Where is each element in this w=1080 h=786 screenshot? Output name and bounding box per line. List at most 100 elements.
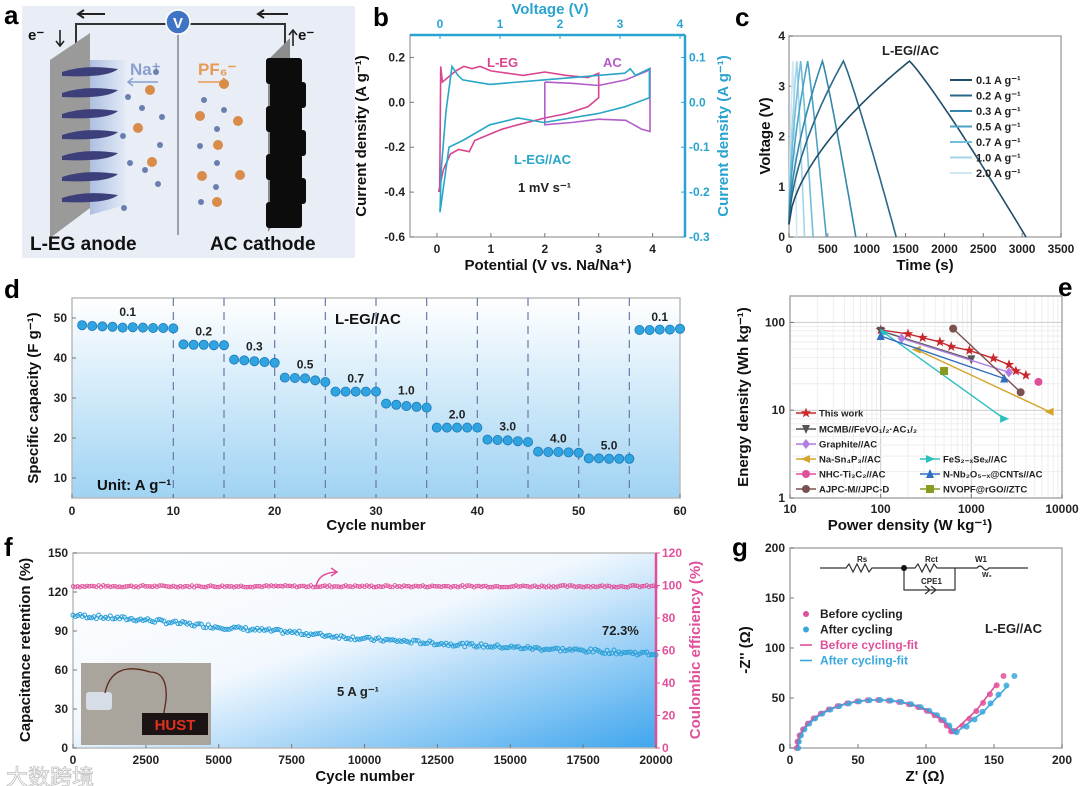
x-axis-title: Z' (Ω) <box>906 768 945 785</box>
retention-point <box>571 646 577 652</box>
legend-label: After cycling-fit <box>820 654 908 668</box>
retention-point <box>135 617 141 623</box>
data-point <box>573 447 584 458</box>
ce-point <box>250 584 255 590</box>
y-axis-title: -Z'' (Ω) <box>737 626 754 673</box>
ce-point <box>614 585 619 590</box>
sodium-ion-dot <box>213 184 219 190</box>
legend-label: Before cycling <box>820 607 903 621</box>
ce-point <box>611 584 617 589</box>
ce-point <box>110 584 115 589</box>
ce-point <box>609 585 614 590</box>
ce-point <box>429 583 435 588</box>
y-axis-title: Voltage (V) <box>757 97 774 174</box>
eis-point <box>1003 682 1010 689</box>
retention-point <box>550 646 556 652</box>
retention-point <box>308 631 314 637</box>
retention-point <box>382 637 388 643</box>
ce-point <box>317 584 323 589</box>
series-line <box>901 337 1010 373</box>
ce-point <box>630 583 635 588</box>
sodium-ion-dot <box>142 167 148 173</box>
right-tick-label: 0.0 <box>689 95 706 109</box>
data-point <box>654 324 665 335</box>
ce-point <box>418 584 423 589</box>
activated-carbon-block <box>266 58 302 84</box>
retention-point <box>623 650 629 656</box>
ce-point <box>425 584 430 590</box>
y-tick-label: 50 <box>772 691 786 705</box>
x-tick-label: 100 <box>916 753 936 767</box>
data-point <box>553 446 564 457</box>
activated-carbon-block <box>266 154 302 180</box>
ce-point <box>247 584 253 590</box>
graphene-layer <box>62 130 118 140</box>
ce-point <box>448 585 454 590</box>
ce-point <box>236 584 241 589</box>
legend-label: Na-Sn₄P₃//AC <box>819 455 881 466</box>
data-point <box>492 434 503 445</box>
arrow-up-icon <box>288 28 298 46</box>
ce-point <box>551 584 556 589</box>
ce-point <box>537 584 542 590</box>
x-tick-label: 2500 <box>133 753 160 767</box>
retention-point <box>84 615 90 621</box>
activated-carbon-block <box>270 178 306 204</box>
pf6-ion-dot <box>212 197 222 207</box>
ce-point <box>261 583 267 589</box>
data-point <box>533 446 544 457</box>
retention-point <box>648 652 654 658</box>
retention-point <box>417 641 423 647</box>
legend-label: 0.1 A g⁻¹ <box>976 75 1021 87</box>
right-tick-label: 100 <box>662 579 682 593</box>
ce-point <box>590 583 596 589</box>
marker <box>949 324 958 333</box>
retention-point <box>313 631 319 637</box>
y-tick-label: 1 <box>778 491 785 505</box>
marker <box>1016 388 1025 397</box>
x-tick-label: 10000 <box>348 753 382 767</box>
x-tick-label: 40 <box>471 504 485 518</box>
gcd-curve <box>788 61 798 238</box>
ce-point <box>306 584 311 589</box>
graphene-layer <box>62 67 118 77</box>
retention-point <box>345 635 351 641</box>
star-marker <box>1020 369 1032 380</box>
ce-point <box>243 584 248 590</box>
activated-carbon-block <box>270 130 306 156</box>
rate-label: 0.2 <box>195 324 212 338</box>
data-point <box>563 447 574 458</box>
retention-point <box>250 626 256 632</box>
retention-point <box>147 618 153 624</box>
star-marker <box>988 352 999 363</box>
retention-point <box>261 627 267 633</box>
y-tick-label: 60 <box>55 663 69 677</box>
x-tick-label: 60 <box>673 504 687 518</box>
ce-point <box>296 584 302 589</box>
retention-point <box>310 632 316 638</box>
ce-point <box>196 583 202 589</box>
retention-point <box>373 636 379 642</box>
retention-point <box>359 636 365 642</box>
retention-point <box>156 616 162 622</box>
tri-right-marker <box>880 328 890 337</box>
voltmeter-icon <box>165 9 191 35</box>
data-point <box>624 453 635 464</box>
x-tick-label: 500 <box>818 242 838 256</box>
ce-point <box>119 584 125 590</box>
ce-point <box>126 583 132 589</box>
retention-point <box>245 628 251 634</box>
retention-point <box>215 625 221 631</box>
ce-point <box>322 583 328 588</box>
ce-point <box>313 584 318 590</box>
ce-point <box>534 584 540 590</box>
arrow-right-icon <box>315 567 339 588</box>
data-point <box>127 322 138 333</box>
electron-label-left: e⁻ <box>28 27 44 44</box>
retention-point <box>592 646 598 652</box>
ce-point <box>224 583 230 589</box>
ce-point <box>385 583 391 588</box>
ce-point <box>649 583 654 589</box>
ce-point <box>336 584 342 589</box>
chart-title: L-EG//AC <box>335 311 401 328</box>
